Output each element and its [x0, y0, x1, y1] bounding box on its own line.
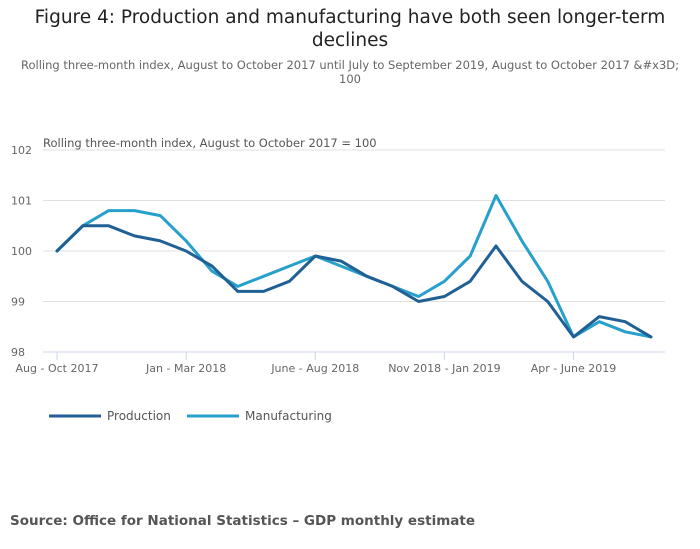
- legend-label: Production: [107, 409, 171, 423]
- x-tick-label: Nov 2018 - Jan 2019: [388, 362, 500, 375]
- y-tick-label: 100: [11, 245, 32, 258]
- legend-item-manufacturing[interactable]: Manufacturing: [187, 409, 332, 423]
- y-tick-label: 102: [11, 144, 32, 157]
- legend-label: Manufacturing: [245, 409, 332, 423]
- y-axis-label: Rolling three-month index, August to Oct…: [43, 136, 377, 150]
- chart-subtitle: Rolling three-month index, August to Oct…: [21, 58, 679, 86]
- x-tick-label: Apr - June 2019: [531, 362, 616, 375]
- y-tick-label: 101: [11, 195, 32, 208]
- x-tick-label: Jan - Mar 2018: [145, 362, 226, 375]
- series-line-manufacturing: [55, 194, 653, 339]
- series-line-production: [55, 224, 653, 339]
- legend-item-production[interactable]: Production: [49, 409, 171, 423]
- x-tick-label: June - Aug 2018: [270, 362, 359, 375]
- chart-title: Figure 4: Production and manufacturing h…: [34, 7, 666, 51]
- y-tick-label: 98: [11, 346, 25, 359]
- source-note: Source: Office for National Statistics –…: [10, 513, 475, 529]
- y-tick-label: 99: [11, 296, 25, 309]
- x-tick-label: Aug - Oct 2017: [16, 362, 99, 375]
